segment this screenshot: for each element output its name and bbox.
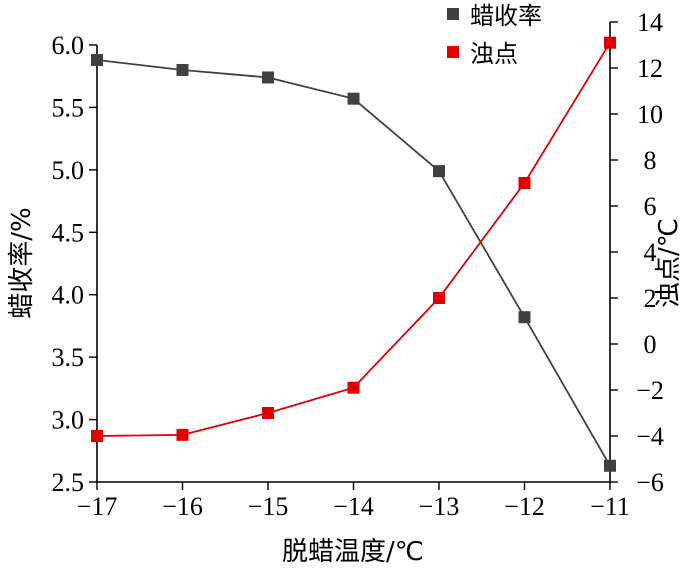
data-point-wax-yield xyxy=(347,92,360,105)
right-y-tick-label: 8 xyxy=(644,146,657,175)
left-y-tick-label: 5.5 xyxy=(52,93,85,122)
right-y-tick-label: 0 xyxy=(644,330,657,359)
right-y-tick-label: 10 xyxy=(637,100,663,129)
right-y-tick-label: −2 xyxy=(636,376,664,405)
data-point-cloud-point xyxy=(433,292,445,304)
right-y-axis-ticks: −6 −4 −2 0 2 4 6 8 10 12 14 xyxy=(610,8,664,497)
left-y-tick-label: 5.0 xyxy=(52,156,85,185)
legend: 蜡收率 浊点 xyxy=(447,2,542,68)
data-point-wax-yield xyxy=(433,165,445,178)
legend-marker-cloud-point xyxy=(447,46,459,58)
right-y-tick-label: 12 xyxy=(637,54,663,83)
left-y-tick-label: 4.5 xyxy=(52,218,85,247)
data-point-wax-yield xyxy=(91,53,103,66)
left-y-tick-label: 2.5 xyxy=(52,468,85,497)
left-y-axis-title: 蜡收率/% xyxy=(7,207,37,318)
right-y-tick-label: −6 xyxy=(636,468,664,497)
x-tick-label: −14 xyxy=(333,492,374,521)
left-y-axis-ticks: 2.5 3.0 3.5 4.0 4.5 5.0 5.5 6.0 xyxy=(52,31,97,497)
right-y-tick-label: −4 xyxy=(636,422,664,451)
data-point-wax-yield xyxy=(518,311,531,324)
data-point-cloud-point xyxy=(91,430,103,442)
left-y-tick-label: 3.5 xyxy=(52,343,85,372)
x-tick-label: −17 xyxy=(77,492,118,521)
x-tick-label: −16 xyxy=(162,492,203,521)
x-tick-label: −11 xyxy=(590,492,630,521)
data-point-cloud-point xyxy=(518,177,531,189)
data-point-wax-yield xyxy=(604,459,616,472)
data-point-cloud-point xyxy=(604,36,616,49)
series-layer xyxy=(91,36,616,472)
x-tick-label: −12 xyxy=(504,492,545,521)
data-point-cloud-point xyxy=(262,407,274,419)
data-point-cloud-point xyxy=(347,381,360,394)
legend-label-cloud-point: 浊点 xyxy=(470,40,518,68)
right-y-tick-label: 6 xyxy=(644,192,657,221)
series-line-wax-yield xyxy=(96,59,611,467)
legend-marker-wax-yield xyxy=(447,8,459,20)
x-tick-label: −13 xyxy=(419,492,460,521)
right-y-tick-label: 4 xyxy=(644,238,657,267)
right-y-tick-label: 2 xyxy=(644,284,657,313)
legend-label-wax-yield: 蜡收率 xyxy=(470,2,542,30)
left-y-tick-label: 4.0 xyxy=(52,281,85,310)
data-point-cloud-point xyxy=(176,428,189,441)
x-axis-ticks: −17 −16 −15 −14 −13 −12 −11 xyxy=(77,482,630,521)
data-point-wax-yield xyxy=(176,63,189,76)
left-y-tick-label: 6.0 xyxy=(52,31,85,60)
x-tick-label: −15 xyxy=(248,492,289,521)
data-point-wax-yield xyxy=(262,71,274,84)
right-y-axis-title: 浊点/℃ xyxy=(654,218,684,308)
right-y-tick-label: 14 xyxy=(637,8,663,37)
left-y-tick-label: 3.0 xyxy=(52,406,85,435)
x-axis-title: 脱蜡温度/℃ xyxy=(282,537,424,567)
